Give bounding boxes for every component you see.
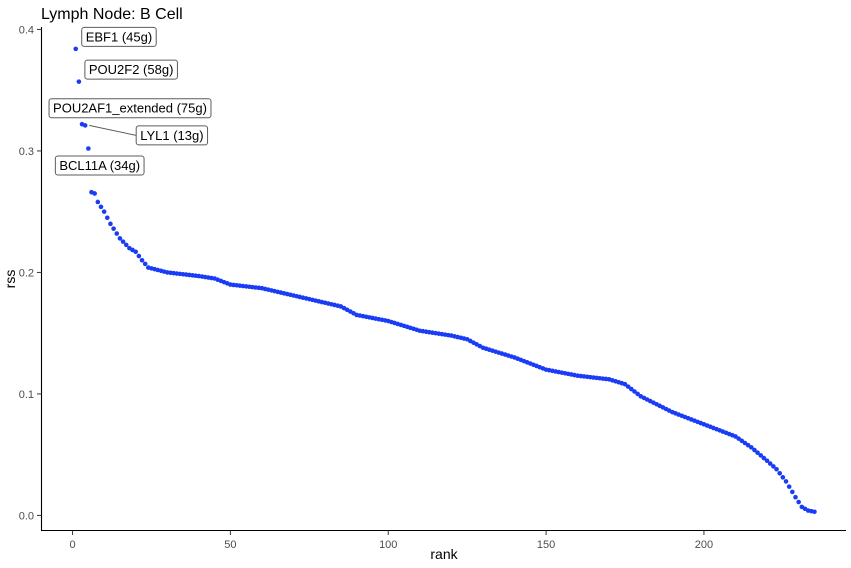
y-tick-label: 0.2 — [19, 267, 34, 279]
data-point — [73, 46, 79, 52]
annotation-label: POU2F2 (58g) — [84, 59, 178, 80]
data-point — [120, 239, 126, 244]
annotation-box — [135, 125, 209, 146]
data-point — [793, 494, 798, 500]
data-point — [101, 209, 107, 214]
data-point — [108, 221, 113, 227]
data-point — [774, 466, 779, 472]
data-point — [635, 391, 640, 397]
data-point — [98, 204, 104, 210]
data-point — [76, 79, 82, 84]
data-point — [136, 253, 142, 259]
x-tick-label: 200 — [695, 539, 713, 551]
data-point — [625, 384, 631, 389]
data-point — [82, 123, 88, 128]
data-point — [139, 257, 145, 263]
data-point — [752, 447, 757, 453]
data-point — [629, 386, 634, 392]
x-tick-label: 150 — [537, 539, 555, 551]
annotation-text: POU2AF1_extended (75g) — [53, 101, 207, 116]
y-tick-label: 0.1 — [19, 389, 34, 401]
data-point — [632, 389, 637, 394]
annotation-label: EBF1 (45g) — [81, 26, 157, 47]
annotation-text: BCL11A (34g) — [59, 158, 140, 173]
data-point — [622, 381, 628, 387]
data-point — [796, 499, 801, 505]
y-axis-ticks: 0.0 0.1 0.2 0.3 0.4 — [19, 24, 42, 522]
x-axis-title: rank — [430, 546, 458, 562]
data-point — [95, 199, 101, 205]
annotation-label: POU2AF1_extended (75g) — [48, 98, 212, 119]
annotation-box — [84, 59, 178, 80]
data-point — [86, 146, 91, 151]
y-tick-label: 0.4 — [19, 24, 34, 36]
y-tick-label: 0.0 — [19, 510, 34, 522]
annotation-leader-line — [89, 124, 137, 136]
data-point — [786, 484, 792, 489]
x-tick-label: 50 — [224, 539, 236, 551]
chart-title: Lymph Node: B Cell — [41, 6, 183, 23]
annotation-text: LYL1 (13g) — [140, 128, 203, 143]
annotation-box — [81, 26, 157, 47]
annotation-label: BCL11A (34g) — [54, 155, 145, 176]
data-point — [748, 445, 754, 450]
data-point — [777, 471, 783, 476]
data-points — [73, 46, 817, 515]
point-annotations: EBF1 (45g) POU2F2 (58g) POU2AF1_extended (… — [48, 26, 212, 176]
y-axis-title: rss — [2, 270, 18, 289]
data-point — [780, 475, 786, 480]
data-point — [142, 261, 148, 267]
data-point — [812, 509, 817, 515]
data-point — [133, 249, 139, 255]
annotation-text: EBF1 (45g) — [86, 29, 152, 44]
y-tick-label: 0.3 — [19, 146, 34, 158]
data-point — [117, 236, 123, 241]
x-tick-label: 100 — [379, 539, 397, 551]
data-point — [123, 242, 129, 248]
data-point — [771, 464, 776, 469]
data-point — [92, 191, 97, 196]
data-point — [767, 461, 773, 466]
data-point — [783, 479, 789, 484]
data-point — [764, 458, 770, 464]
annotation-box — [48, 98, 212, 119]
annotation-text: POU2F2 (58g) — [89, 62, 174, 77]
x-axis-ticks: 0 50 100 150 200 — [70, 530, 713, 551]
x-tick-label: 0 — [70, 539, 76, 551]
data-point — [114, 231, 120, 236]
data-point — [111, 226, 116, 231]
data-point — [761, 455, 767, 461]
data-point — [758, 453, 764, 458]
data-point — [790, 489, 795, 495]
data-point — [755, 450, 760, 456]
annotation-box — [54, 155, 145, 176]
annotation-label: LYL1 (13g) — [89, 124, 209, 146]
data-point — [104, 215, 110, 221]
